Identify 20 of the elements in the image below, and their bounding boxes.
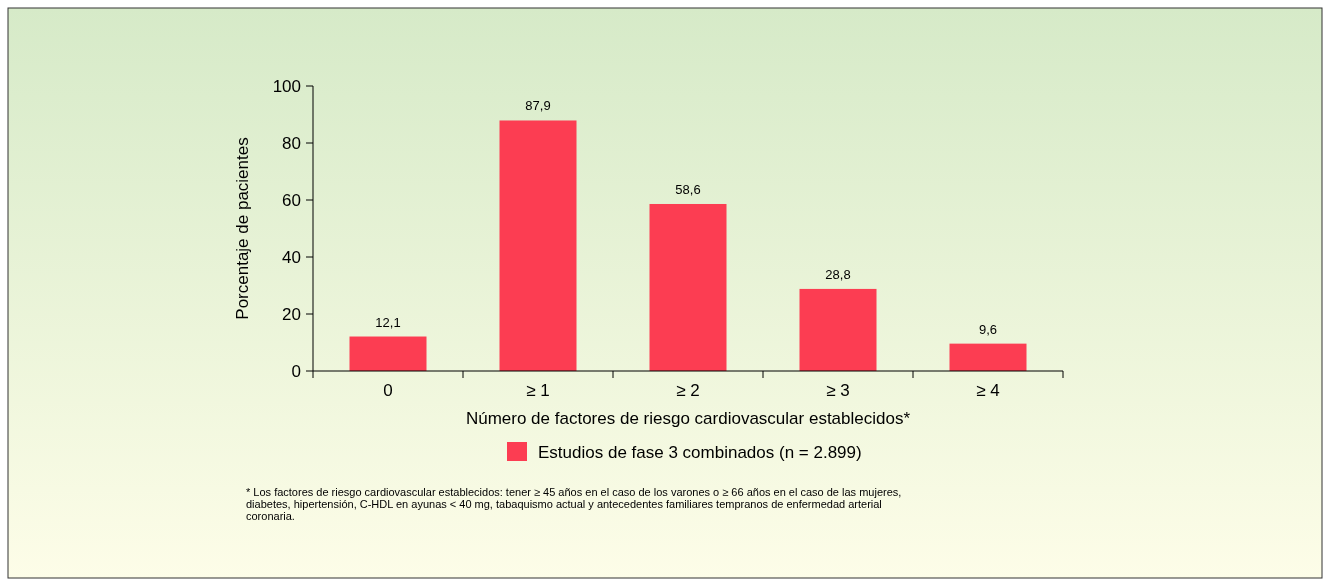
- data-label: 12,1: [375, 314, 401, 330]
- x-tick-label: ≥ 4: [976, 381, 1000, 400]
- y-tick-label: 0: [291, 361, 301, 381]
- legend-label: Estudios de fase 3 combinados (n = 2.899): [538, 442, 862, 462]
- x-axis-title: Número de factores de riesgo cardiovascular establecidos*: [465, 409, 911, 428]
- y-tick-label: 80: [282, 133, 301, 153]
- data-label: 9,6: [978, 321, 998, 337]
- y-axis-title: Porcentaje de pacientes: [233, 137, 252, 320]
- y-tick-label: 60: [282, 190, 301, 210]
- text: * Los factores de riesgo cardiovascular establecidos: tener ≥ 45 años en el caso de los varones o ≥ 66 años en el caso de las mujeres, diabetes, hipertensión, C-HDL en ayunas < 40 mg, tabaquismo actual y antecedentes familiares tempranos de enfermedad arterial coronaria.: [246, 486, 902, 522]
- data-label: 87,9: [525, 98, 551, 114]
- y-tick-label: 100: [272, 76, 301, 96]
- data-label: 58,6: [675, 181, 701, 197]
- x-tick-label: 0: [383, 381, 393, 400]
- x-tick-label: ≥ 3: [826, 381, 850, 400]
- x-tick-label: ≥ 2: [676, 381, 700, 400]
- data-label: 28,8: [825, 266, 851, 282]
- x-tick-label: ≥ 1: [526, 381, 550, 400]
- y-tick-label: 40: [282, 247, 301, 267]
- y-tick-label: 20: [282, 304, 301, 324]
